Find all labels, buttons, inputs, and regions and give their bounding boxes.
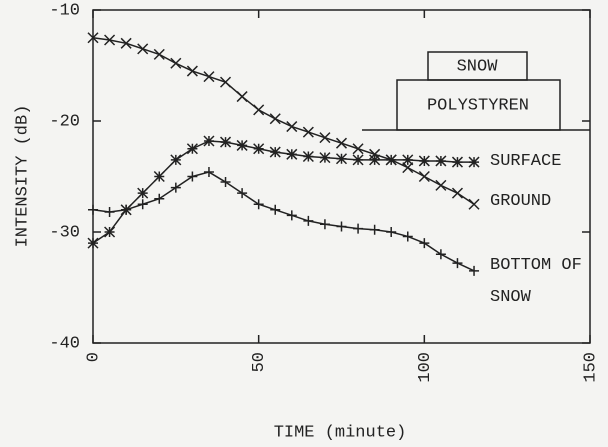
marker [336, 221, 347, 232]
marker [468, 198, 480, 210]
marker [269, 113, 281, 125]
marker [451, 187, 463, 199]
marker [418, 155, 430, 167]
series-line [92, 37, 475, 205]
marker [319, 152, 331, 164]
marker [286, 148, 298, 160]
polystyrene-label: POLYSTYREN [427, 96, 529, 115]
marker [187, 171, 198, 182]
y-axis-label: INTENSITY (dB) [13, 105, 32, 248]
marker [236, 91, 248, 103]
marker [335, 137, 348, 149]
marker [302, 150, 314, 163]
marker [352, 143, 364, 155]
marker [104, 226, 116, 238]
marker [369, 154, 381, 166]
snow-label: SNOW [457, 57, 499, 76]
plot-frame [92, 9, 591, 344]
marker [270, 204, 281, 215]
marker [402, 154, 414, 166]
marker [137, 199, 148, 210]
marker [253, 104, 265, 116]
marker [385, 154, 397, 166]
marker [88, 204, 98, 215]
marker [369, 148, 381, 160]
marker [418, 170, 430, 183]
marker [87, 32, 99, 44]
marker [452, 258, 463, 269]
marker [203, 167, 214, 178]
marker [435, 249, 446, 260]
x-tick-label: 0 [84, 352, 103, 362]
series-line [92, 171, 475, 272]
marker [286, 121, 298, 133]
marker [236, 139, 248, 151]
marker [220, 136, 232, 148]
marker [170, 182, 181, 193]
marker [153, 170, 165, 183]
marker [253, 199, 264, 210]
marker [319, 219, 330, 230]
y-tick-label: -30 [49, 223, 80, 242]
series-label: GROUND [490, 192, 552, 211]
marker [87, 237, 99, 249]
y-tick-label: -40 [49, 334, 80, 353]
marker [302, 126, 314, 138]
marker [220, 177, 231, 188]
marker [335, 153, 348, 165]
marker [104, 34, 116, 46]
marker [186, 143, 198, 155]
marker [137, 43, 149, 55]
marker [220, 76, 232, 88]
marker [237, 188, 248, 199]
series-line [92, 140, 475, 244]
marker [352, 154, 364, 166]
marker [435, 179, 447, 191]
marker [386, 227, 397, 237]
marker [153, 48, 165, 60]
marker [120, 37, 132, 49]
marker [353, 223, 364, 234]
marker [170, 154, 182, 166]
x-tick-label: 100 [416, 352, 435, 383]
marker [203, 71, 215, 83]
x-tick-label: 150 [581, 352, 600, 383]
marker [170, 57, 182, 69]
y-tick-label: -10 [49, 1, 80, 20]
marker [303, 215, 314, 226]
series-label: BOTTOM OF SNOW [490, 256, 582, 307]
marker [286, 210, 297, 221]
y-tick-label: -20 [49, 112, 80, 131]
marker [468, 156, 480, 168]
marker [369, 224, 380, 235]
series-label: SURFACE [490, 152, 562, 171]
marker [269, 146, 281, 158]
marker [419, 238, 430, 249]
marker [137, 187, 149, 199]
x-axis-label: TIME (minute) [274, 423, 407, 442]
marker [319, 132, 331, 144]
marker [451, 156, 463, 168]
marker [402, 162, 414, 174]
marker [435, 155, 447, 167]
marker [203, 135, 215, 147]
marker [121, 204, 132, 215]
marker [253, 143, 265, 155]
x-tick-label: 50 [250, 352, 269, 372]
marker [104, 207, 115, 218]
marker [469, 265, 480, 276]
marker [154, 193, 165, 204]
marker [402, 231, 413, 242]
marker [186, 65, 198, 77]
